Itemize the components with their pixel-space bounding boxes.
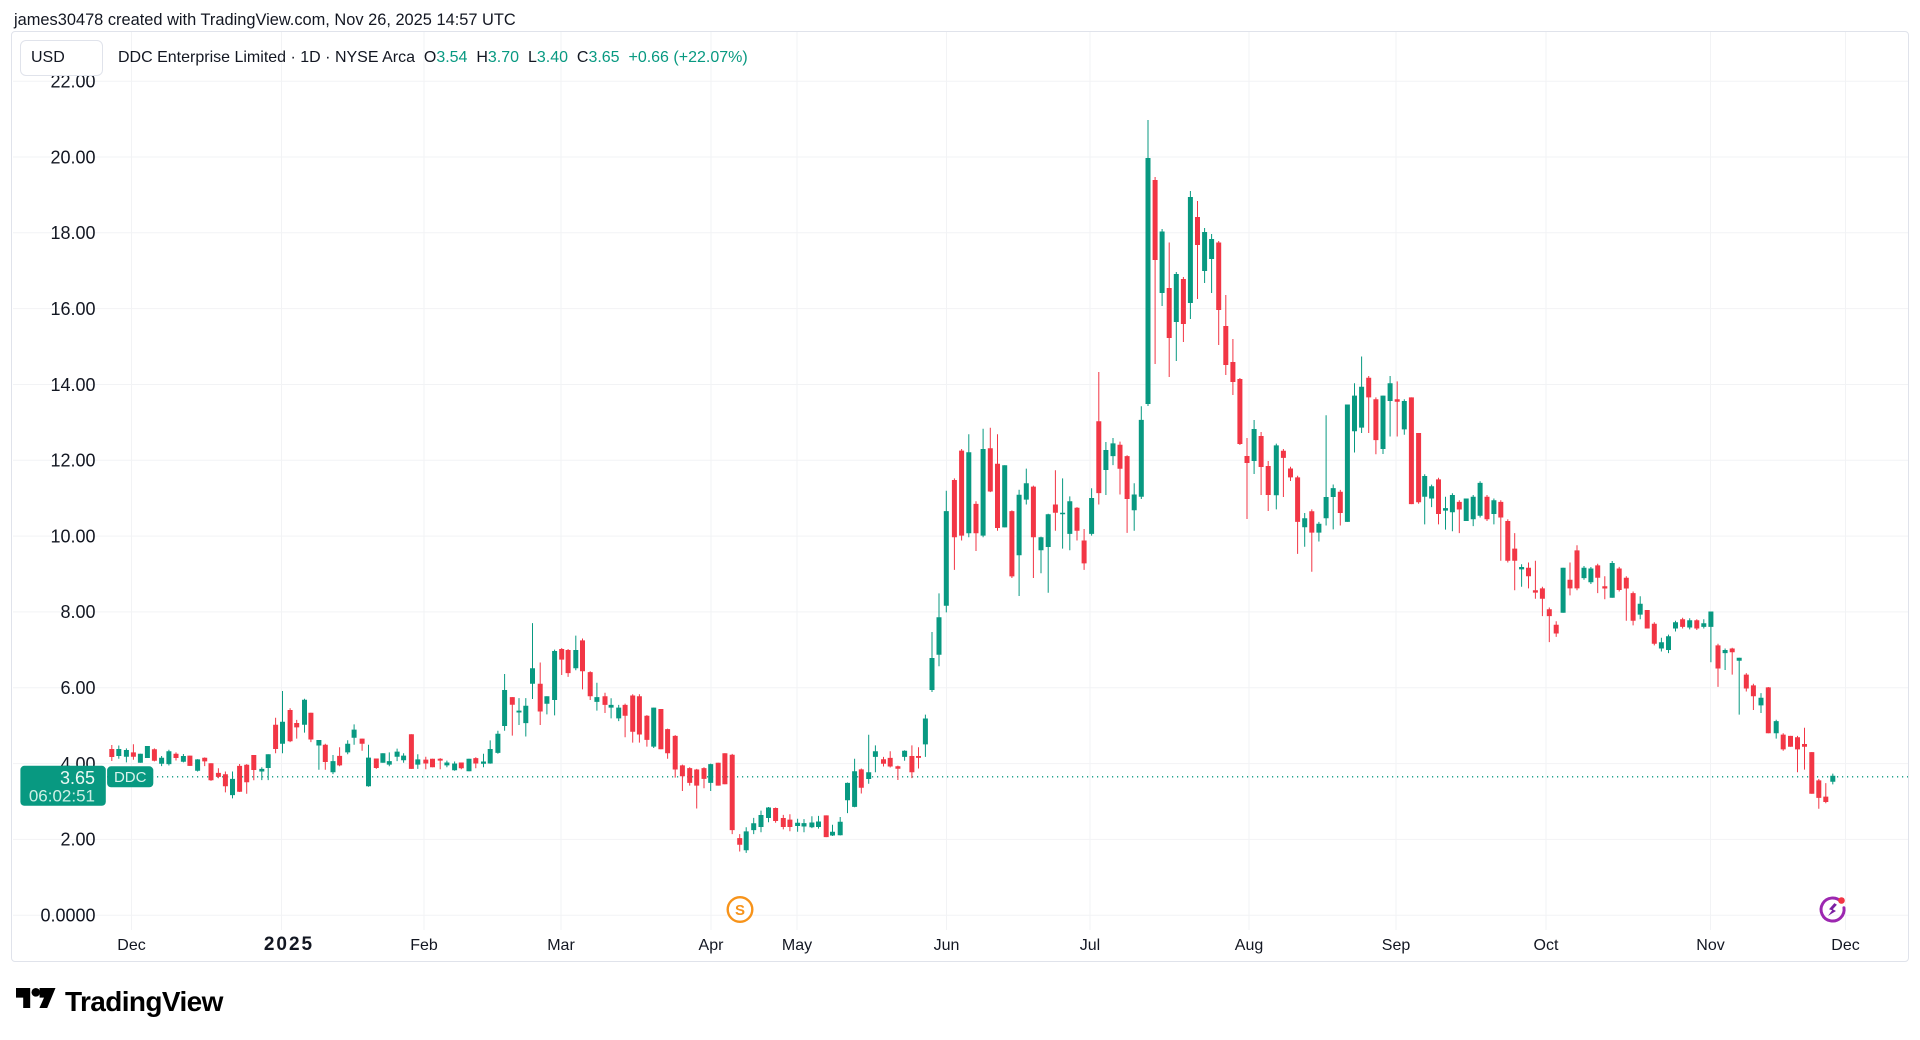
svg-text:16.00: 16.00 (50, 299, 95, 319)
svg-text:8.00: 8.00 (60, 602, 95, 622)
svg-text:Mar: Mar (547, 937, 575, 954)
svg-text:6.00: 6.00 (60, 678, 95, 698)
svg-text:2025: 2025 (264, 934, 314, 955)
svg-text:Jul: Jul (1080, 937, 1100, 954)
svg-text:Sep: Sep (1382, 937, 1411, 954)
svg-text:Nov: Nov (1696, 937, 1724, 954)
svg-text:3.65: 3.65 (60, 768, 95, 788)
svg-text:Oct: Oct (1534, 937, 1559, 954)
svg-text:Dec: Dec (117, 937, 145, 954)
svg-text:20.00: 20.00 (50, 147, 95, 167)
svg-text:S: S (735, 902, 745, 919)
svg-text:12.00: 12.00 (50, 451, 95, 471)
svg-text:22.00: 22.00 (50, 72, 95, 92)
svg-text:10.00: 10.00 (50, 526, 95, 546)
svg-text:May: May (782, 937, 812, 954)
svg-text:Feb: Feb (410, 937, 438, 954)
svg-text:Jun: Jun (934, 937, 960, 954)
svg-text:DDC: DDC (114, 769, 147, 786)
svg-text:14.00: 14.00 (50, 375, 95, 395)
svg-text:18.00: 18.00 (50, 223, 95, 243)
svg-text:2.00: 2.00 (60, 830, 95, 850)
svg-text:06:02:51: 06:02:51 (29, 787, 95, 806)
svg-text:Aug: Aug (1235, 937, 1263, 954)
svg-text:Dec: Dec (1831, 937, 1859, 954)
svg-text:Apr: Apr (699, 937, 725, 954)
svg-text:0.0000: 0.0000 (40, 906, 95, 926)
